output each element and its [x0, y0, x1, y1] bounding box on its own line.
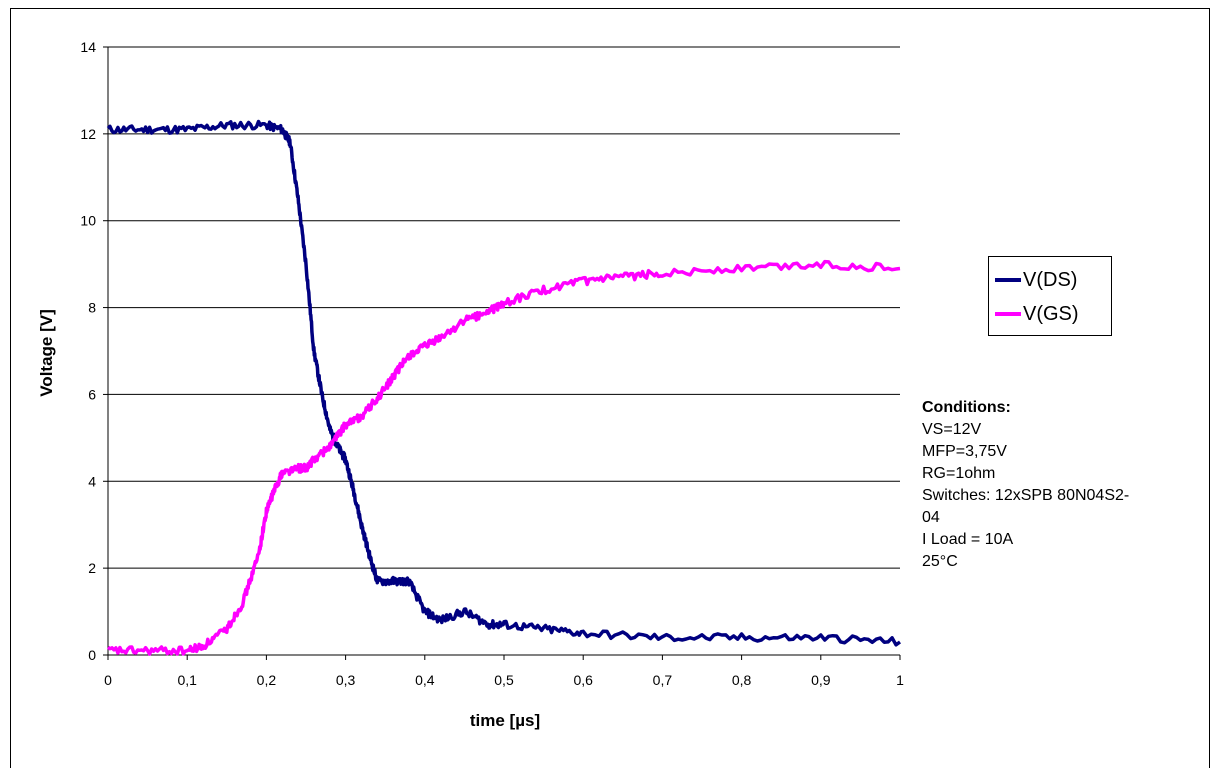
- x-tick-label: 0,5: [494, 672, 514, 688]
- legend-item-vds: V(DS): [995, 265, 1077, 295]
- y-axis-label: Voltage [V]: [37, 309, 56, 397]
- legend-swatch-vgs: [995, 312, 1021, 316]
- condition-line: VS=12V: [922, 421, 982, 438]
- series-lines: [106, 119, 902, 656]
- legend-label-vgs: V(GS): [1023, 302, 1079, 325]
- x-axis-label: time [µs]: [470, 711, 540, 730]
- y-tick-label: 6: [88, 386, 96, 402]
- series-line-v-gs-: [106, 259, 901, 656]
- x-tick-label: 1: [896, 672, 904, 688]
- x-tick-label: 0,1: [177, 672, 197, 688]
- x-tick-label: 0,4: [415, 672, 435, 688]
- x-tick-labels: 0 0,1 0,2 0,3 0,4 0,5 0,6 0,7 0,8 0,9 1: [104, 672, 904, 688]
- legend: V(DS) V(GS): [988, 256, 1112, 336]
- legend-label-vds: V(DS): [1023, 268, 1078, 291]
- condition-line: I Load = 10A: [922, 531, 1014, 548]
- x-tick-label: 0,2: [257, 672, 277, 688]
- x-tick-label: 0,9: [811, 672, 831, 688]
- axes: [103, 46, 901, 660]
- legend-item-vgs: V(GS): [995, 299, 1079, 329]
- y-tick-label: 10: [80, 213, 96, 229]
- condition-line: Switches: 12xSPB 80N04S2-: [922, 487, 1130, 504]
- condition-line: 04: [922, 509, 940, 526]
- y-tick-labels: 0 2 4 6 8 10 12 14: [80, 39, 96, 663]
- y-tick-label: 0: [88, 647, 96, 663]
- y-tick-label: 2: [88, 560, 96, 576]
- y-tick-label: 8: [88, 300, 96, 316]
- x-tick-label: 0: [104, 672, 112, 688]
- y-tick-label: 4: [88, 473, 96, 489]
- conditions-title: Conditions:: [922, 399, 1011, 416]
- chart-frame: [10, 8, 1210, 768]
- x-tick-label: 0,3: [336, 672, 356, 688]
- condition-line: RG=1ohm: [922, 465, 996, 482]
- condition-line: 25°C: [922, 553, 958, 570]
- condition-line: MFP=3,75V: [922, 443, 1007, 460]
- conditions-box: Conditions: VS=12V MFP=3,75V RG=1ohm Swi…: [922, 397, 1212, 591]
- y-tick-label: 12: [80, 126, 96, 142]
- x-tick-label: 0,7: [653, 672, 673, 688]
- x-tick-label: 0,8: [732, 672, 752, 688]
- legend-swatch-vds: [995, 278, 1021, 282]
- x-tick-label: 0,6: [573, 672, 593, 688]
- series-line-v-ds-: [106, 119, 902, 647]
- y-tick-label: 14: [80, 39, 96, 55]
